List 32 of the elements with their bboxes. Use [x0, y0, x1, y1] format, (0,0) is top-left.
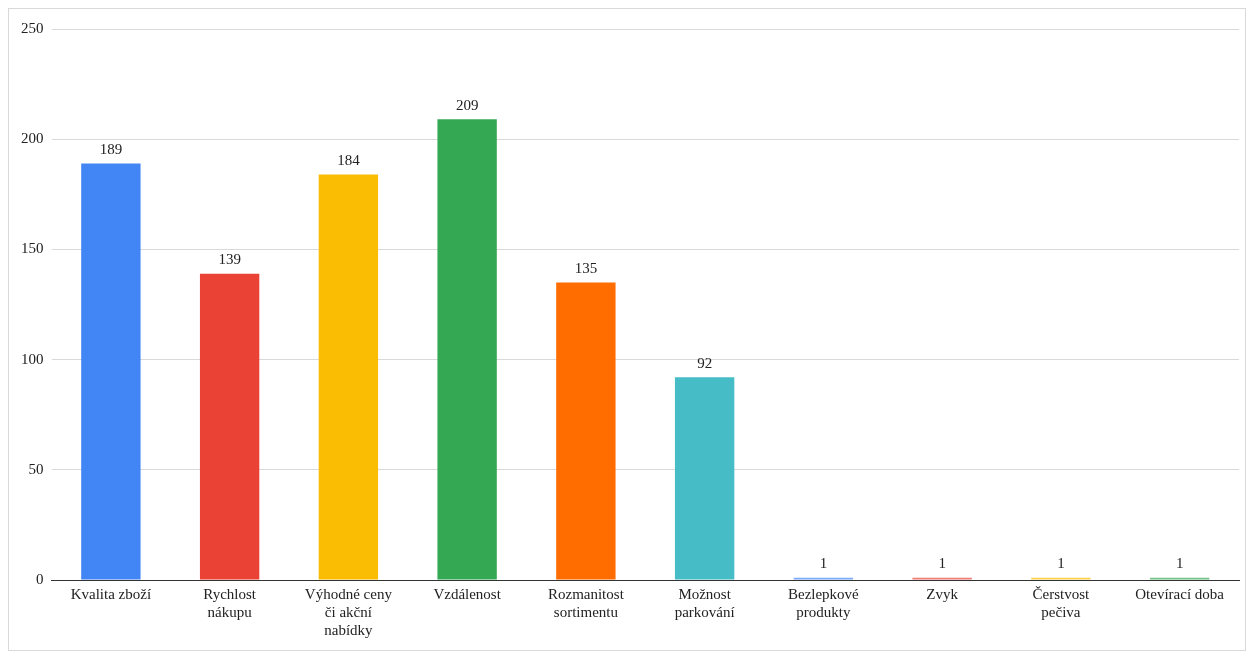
data-label: 1	[819, 555, 828, 572]
data-label: 1	[938, 555, 946, 572]
x-tick-label: Zvyk	[926, 585, 959, 602]
data-label: 92	[697, 354, 713, 371]
data-label: 135	[574, 259, 598, 276]
data-label: 139	[218, 251, 241, 268]
x-tick-label: Možnost parkování	[674, 585, 735, 620]
bar	[437, 119, 497, 580]
x-tick-label: Rychlost nákupu	[203, 585, 257, 620]
y-tick-label: 250	[21, 19, 44, 36]
bar	[674, 377, 735, 580]
x-tick-label: Vzdálenost	[433, 585, 502, 602]
bar	[199, 273, 260, 580]
y-tick-label: 50	[28, 460, 44, 477]
y-tick-label: 200	[21, 130, 44, 147]
bar	[556, 282, 616, 580]
y-tick-label: 150	[21, 240, 44, 257]
x-tick-label: Výhodné ceny či akční nabídky	[304, 585, 393, 638]
data-label: 1	[1057, 555, 1065, 572]
x-tick-label: Bezlepkové produkty	[787, 585, 860, 620]
data-label: 189	[99, 140, 123, 157]
x-tick-label: Kvalita zboží	[70, 585, 152, 602]
bar	[81, 163, 141, 580]
data-label: 184	[337, 151, 361, 168]
x-tick-label: Rozmanitost sortimentu	[547, 585, 625, 620]
x-tick-label: Čerstvost pečiva	[1032, 585, 1091, 620]
bar	[318, 174, 379, 580]
y-tick-label: 0	[36, 570, 44, 587]
y-tick-label: 100	[21, 350, 44, 367]
x-tick-label: Otevírací doba	[1135, 585, 1225, 602]
data-label: 1	[1175, 555, 1184, 572]
data-label: 209	[455, 96, 479, 113]
